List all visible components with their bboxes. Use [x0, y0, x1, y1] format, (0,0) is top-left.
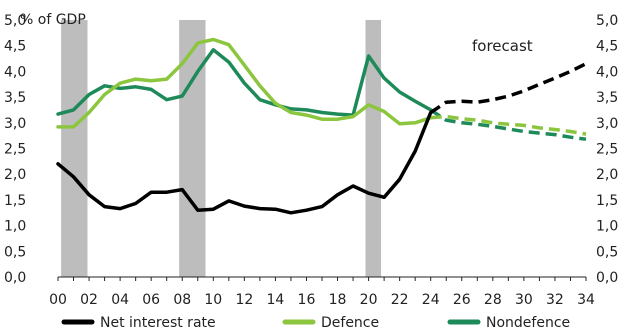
y-tick-left-8: 4,0 [4, 64, 26, 80]
y-tick-left-10: 5,0 [4, 13, 26, 29]
legend: Net interest rate Defence Nondefence [61, 315, 570, 331]
recession-band-1 [179, 20, 206, 277]
x-tick-3: 06 [142, 292, 160, 308]
y-tick-right-4: 2,0 [596, 167, 618, 183]
recession-band-0 [61, 20, 88, 277]
x-tick-15: 30 [515, 292, 533, 308]
y-tick-right-2: 1,0 [596, 219, 618, 235]
y-tick-left-4: 2,0 [4, 167, 26, 183]
y-tick-left-0: 0,0 [4, 270, 26, 286]
series-line-0-forecast [429, 62, 587, 114]
legend-label-2: Nondefence [486, 315, 570, 331]
x-tick-16: 32 [546, 292, 564, 308]
x-tick-11: 22 [391, 292, 409, 308]
y-tick-left-7: 3,5 [4, 90, 26, 106]
y-tick-right-0: 0,0 [596, 270, 618, 286]
x-tick-9: 18 [329, 292, 347, 308]
legend-label-1: Defence [321, 315, 379, 331]
y-tick-right-9: 4,5 [596, 39, 618, 55]
recession-bands [61, 20, 382, 277]
y-tick-left-9: 4,5 [4, 39, 26, 55]
y-tick-right-8: 4,0 [596, 64, 618, 80]
y-tick-left-1: 0,5 [4, 244, 26, 260]
y-tick-right-1: 0,5 [596, 244, 618, 260]
x-tick-10: 20 [360, 292, 378, 308]
x-tick-2: 04 [111, 292, 129, 308]
y-tick-left-2: 1,0 [4, 219, 26, 235]
x-tick-0: 00 [49, 292, 67, 308]
y-tick-left-3: 1,5 [4, 193, 26, 209]
x-tick-8: 16 [298, 292, 316, 308]
y-axis-left: 0,0 0,5 1,0 1,5 2,0 2,5 3,0 3,5 4,0 4,5 5,0 [4, 13, 26, 286]
y-tick-right-5: 2,5 [596, 142, 618, 158]
unit-label: % of GDP [20, 12, 86, 28]
legend-label-0: Net interest rate [100, 315, 216, 331]
x-tick-13: 26 [453, 292, 471, 308]
recession-band-2 [365, 20, 382, 277]
x-tick-17: 34 [577, 292, 595, 308]
x-tick-1: 02 [80, 292, 98, 308]
x-tick-7: 14 [266, 292, 284, 308]
y-tick-left-6: 3,0 [4, 116, 26, 132]
y-tick-right-7: 3,5 [596, 90, 618, 106]
x-axis: 00 02 04 06 08 10 12 14 16 18 20 22 24 26 28 30 32 34 [49, 276, 595, 308]
x-tick-4: 08 [173, 292, 191, 308]
y-tick-right-3: 1,5 [596, 193, 618, 209]
y-tick-right-10: 5,0 [596, 13, 618, 29]
series-lines [56, 37, 587, 215]
x-tick-5: 10 [204, 292, 222, 308]
x-tick-6: 12 [235, 292, 253, 308]
x-tick-12: 24 [422, 292, 440, 308]
y-tick-right-6: 3,0 [596, 116, 618, 132]
series-line-1-forecast [430, 114, 587, 136]
series-line-1-actual [56, 37, 433, 129]
x-tick-14: 28 [484, 292, 502, 308]
series-line-2-actual [56, 48, 433, 117]
forecast-label: forecast [472, 37, 533, 55]
y-axis-right: 0,0 0,5 1,0 1,5 2,0 2,5 3,0 3,5 4,0 4,5 5,0 [596, 13, 618, 286]
series-line-0-actual [56, 110, 433, 215]
y-tick-left-5: 2,5 [4, 142, 26, 158]
